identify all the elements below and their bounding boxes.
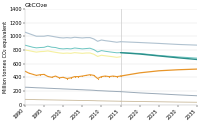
Text: GtCO₂e: GtCO₂e xyxy=(25,3,48,8)
Y-axis label: Million tonnes CO₂ equivalent: Million tonnes CO₂ equivalent xyxy=(3,21,8,93)
